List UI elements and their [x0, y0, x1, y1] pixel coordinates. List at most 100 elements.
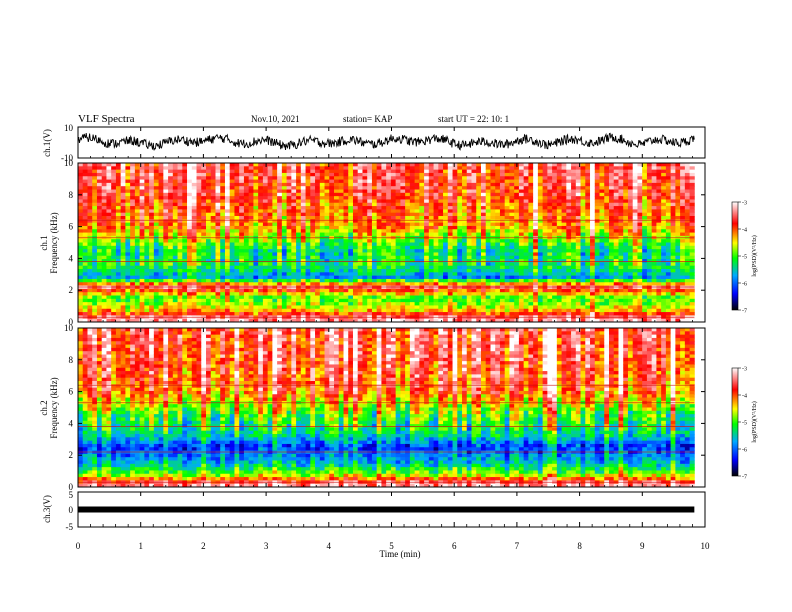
ch1-spectrogram-cell [286, 312, 292, 316]
ch1-spectrogram-cell [476, 219, 482, 224]
ch1-spectrogram-cell [191, 255, 197, 260]
ch1-spectrogram-cell [462, 212, 468, 217]
ch1-spectrogram-cell [509, 166, 515, 171]
ch1-spectrogram-cell [144, 166, 150, 171]
ch1-spectrogram-cell [338, 269, 344, 273]
ch1-spectrogram-cell [462, 269, 468, 273]
ch1-spectrogram-cell [367, 225, 373, 230]
ch1-spectrogram-cell [82, 166, 88, 171]
ch1-spectrogram-cell [310, 216, 316, 220]
ch1-spectrogram-cell [92, 305, 98, 310]
ch1-spectrogram-cell [163, 265, 169, 270]
ch1-spectrogram-cell [177, 259, 183, 263]
ch1-spectrogram-cell [390, 245, 397, 250]
ch1-spectrogram-cell [253, 216, 259, 220]
ch1-spectrogram-cell [182, 245, 188, 250]
ch1-spectrogram-cell [518, 308, 525, 313]
ch1-spectrogram-cell [386, 292, 392, 296]
ch1-spectrogram-cell [329, 272, 335, 277]
ch1-spectrogram-cell [120, 209, 126, 214]
ch1-spectrogram-cell [253, 275, 259, 280]
ch1-spectrogram-cell [371, 212, 378, 217]
ch1-spectrogram-cell [262, 262, 269, 267]
ch1-spectrogram-cell [277, 278, 283, 283]
ch1-spectrogram-cell [305, 209, 311, 214]
ch1-spectrogram-cell [224, 209, 231, 214]
ch1-spectrogram-cell [499, 262, 506, 267]
ch1-spectrogram-cell [552, 298, 558, 303]
ch1-spectrogram-cell [490, 312, 496, 316]
ch1-spectrogram-cell [187, 242, 193, 247]
ch1-spectrogram-cell [144, 302, 150, 306]
ch1-spectrogram-cell [395, 295, 401, 300]
ch1-spectrogram-cell [144, 176, 150, 180]
ch1-spectrogram-cell [400, 272, 406, 277]
ch1-spectrogram-cell [352, 216, 359, 220]
ch1-spectrogram-cell [504, 305, 510, 310]
ch1-spectrogram-cell [120, 245, 126, 250]
ch1-spectrogram-cell [243, 298, 250, 303]
ch1-spectrogram-cell [552, 302, 558, 306]
ch1-spectrogram-cell [452, 245, 458, 250]
ch1-spectrogram-cell [343, 249, 349, 253]
ch1-spectrogram-cell [215, 176, 221, 180]
ch1-spectrogram-cell [495, 166, 501, 171]
ch1-spectrogram-cell [277, 275, 283, 280]
ch1-spectrogram-cell [390, 298, 397, 303]
ch1-spectrogram-cell [428, 199, 434, 204]
ch1-spectrogram-cell [92, 312, 98, 316]
ch1-spectrogram-cell [518, 229, 525, 233]
ch1-spectrogram-cell [125, 255, 131, 260]
ch1-spectrogram-cell [348, 252, 354, 257]
ch1-spectrogram-cell [547, 278, 553, 283]
ch1-spectrogram-cell [329, 179, 335, 184]
ch1-spectrogram-cell [480, 222, 487, 227]
ch1-spectrogram-cell [310, 209, 316, 214]
ch1-spectrogram-cell [310, 192, 316, 197]
ch1-spectrogram-cell [144, 308, 150, 313]
ch1-spectrogram-cell [414, 192, 420, 197]
ch1-spectrogram-cell [310, 179, 316, 184]
ch1-spectrogram-cell [144, 275, 150, 280]
ch1-spectrogram-cell [277, 302, 283, 306]
ch1-spectrogram-cell [115, 199, 122, 204]
ch1-spectrogram-cell [144, 172, 150, 177]
ch1-spectrogram-cell [329, 206, 335, 210]
ch1-spectrogram-cell [514, 212, 520, 217]
ch1-spectrogram-cell [258, 225, 264, 230]
ch1-spectrogram-cell [509, 176, 515, 180]
ch1-spectrogram-cell [400, 166, 406, 171]
ch1-spectrogram-cell [362, 312, 368, 316]
ch1-spectrogram-cell [414, 308, 420, 313]
ch1-spectrogram-cell [239, 312, 245, 316]
ch1-spectrogram-cell [352, 318, 359, 323]
ch1-spectrogram-cell [509, 282, 515, 286]
ch1-spectrogram-cell [457, 216, 463, 220]
ch1-spectrogram-cell [291, 189, 297, 194]
ch1-spectrogram-cell [334, 176, 340, 180]
ch1-spectrogram-cell [452, 216, 458, 220]
ch1-spectrogram-cell [499, 292, 506, 296]
ch1-spectrogram-cell [485, 302, 491, 306]
ch1-spectrogram-cell [187, 295, 193, 300]
ch1-spectrogram-cell [182, 305, 188, 310]
ch1-spectrogram-cell [466, 186, 472, 190]
ch1-spectrogram-cell [177, 229, 183, 233]
ch1-spectrogram-cell [115, 275, 122, 280]
ch1-spectrogram-cell [248, 182, 254, 187]
ch1-spectrogram-cell [509, 262, 515, 267]
ch1-spectrogram-cell [87, 196, 93, 200]
ch1-spectrogram-cell [234, 312, 240, 316]
ch1-spectrogram-cell [101, 275, 107, 280]
ch1-spectrogram-cell [139, 245, 145, 250]
ch1-spectrogram-cell [542, 242, 548, 247]
ch1-spectrogram-cell [414, 219, 420, 224]
ch1-spectrogram-cell [528, 186, 534, 190]
ch1-spectrogram-cell [315, 169, 321, 174]
ch1-spectrogram-cell [210, 172, 216, 177]
ch1-spectrogram-cell [338, 212, 344, 217]
ch1-spectrogram-cell [248, 318, 254, 323]
ch1-spectrogram-cell [229, 225, 235, 230]
ch1-spectrogram-cell [239, 272, 245, 277]
ch1-spectrogram-cell [130, 202, 136, 207]
